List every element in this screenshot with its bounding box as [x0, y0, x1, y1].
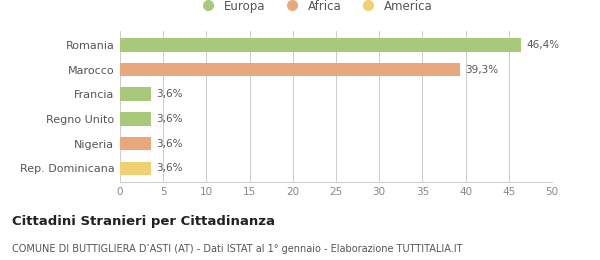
Text: 39,3%: 39,3%: [465, 64, 498, 75]
Legend: Europa, Africa, America: Europa, Africa, America: [191, 0, 438, 17]
Text: 3,6%: 3,6%: [156, 163, 183, 173]
Text: 3,6%: 3,6%: [156, 89, 183, 99]
Bar: [120, 87, 151, 101]
Text: 46,4%: 46,4%: [526, 40, 559, 50]
Bar: [120, 137, 151, 151]
Bar: [120, 63, 460, 76]
Bar: [120, 161, 151, 175]
Text: 3,6%: 3,6%: [156, 139, 183, 149]
Bar: [120, 38, 521, 52]
Text: COMUNE DI BUTTIGLIERA D’ASTI (AT) - Dati ISTAT al 1° gennaio - Elaborazione TUTT: COMUNE DI BUTTIGLIERA D’ASTI (AT) - Dati…: [12, 244, 463, 254]
Text: 3,6%: 3,6%: [156, 114, 183, 124]
Bar: [120, 112, 151, 126]
Text: Cittadini Stranieri per Cittadinanza: Cittadini Stranieri per Cittadinanza: [12, 214, 275, 228]
